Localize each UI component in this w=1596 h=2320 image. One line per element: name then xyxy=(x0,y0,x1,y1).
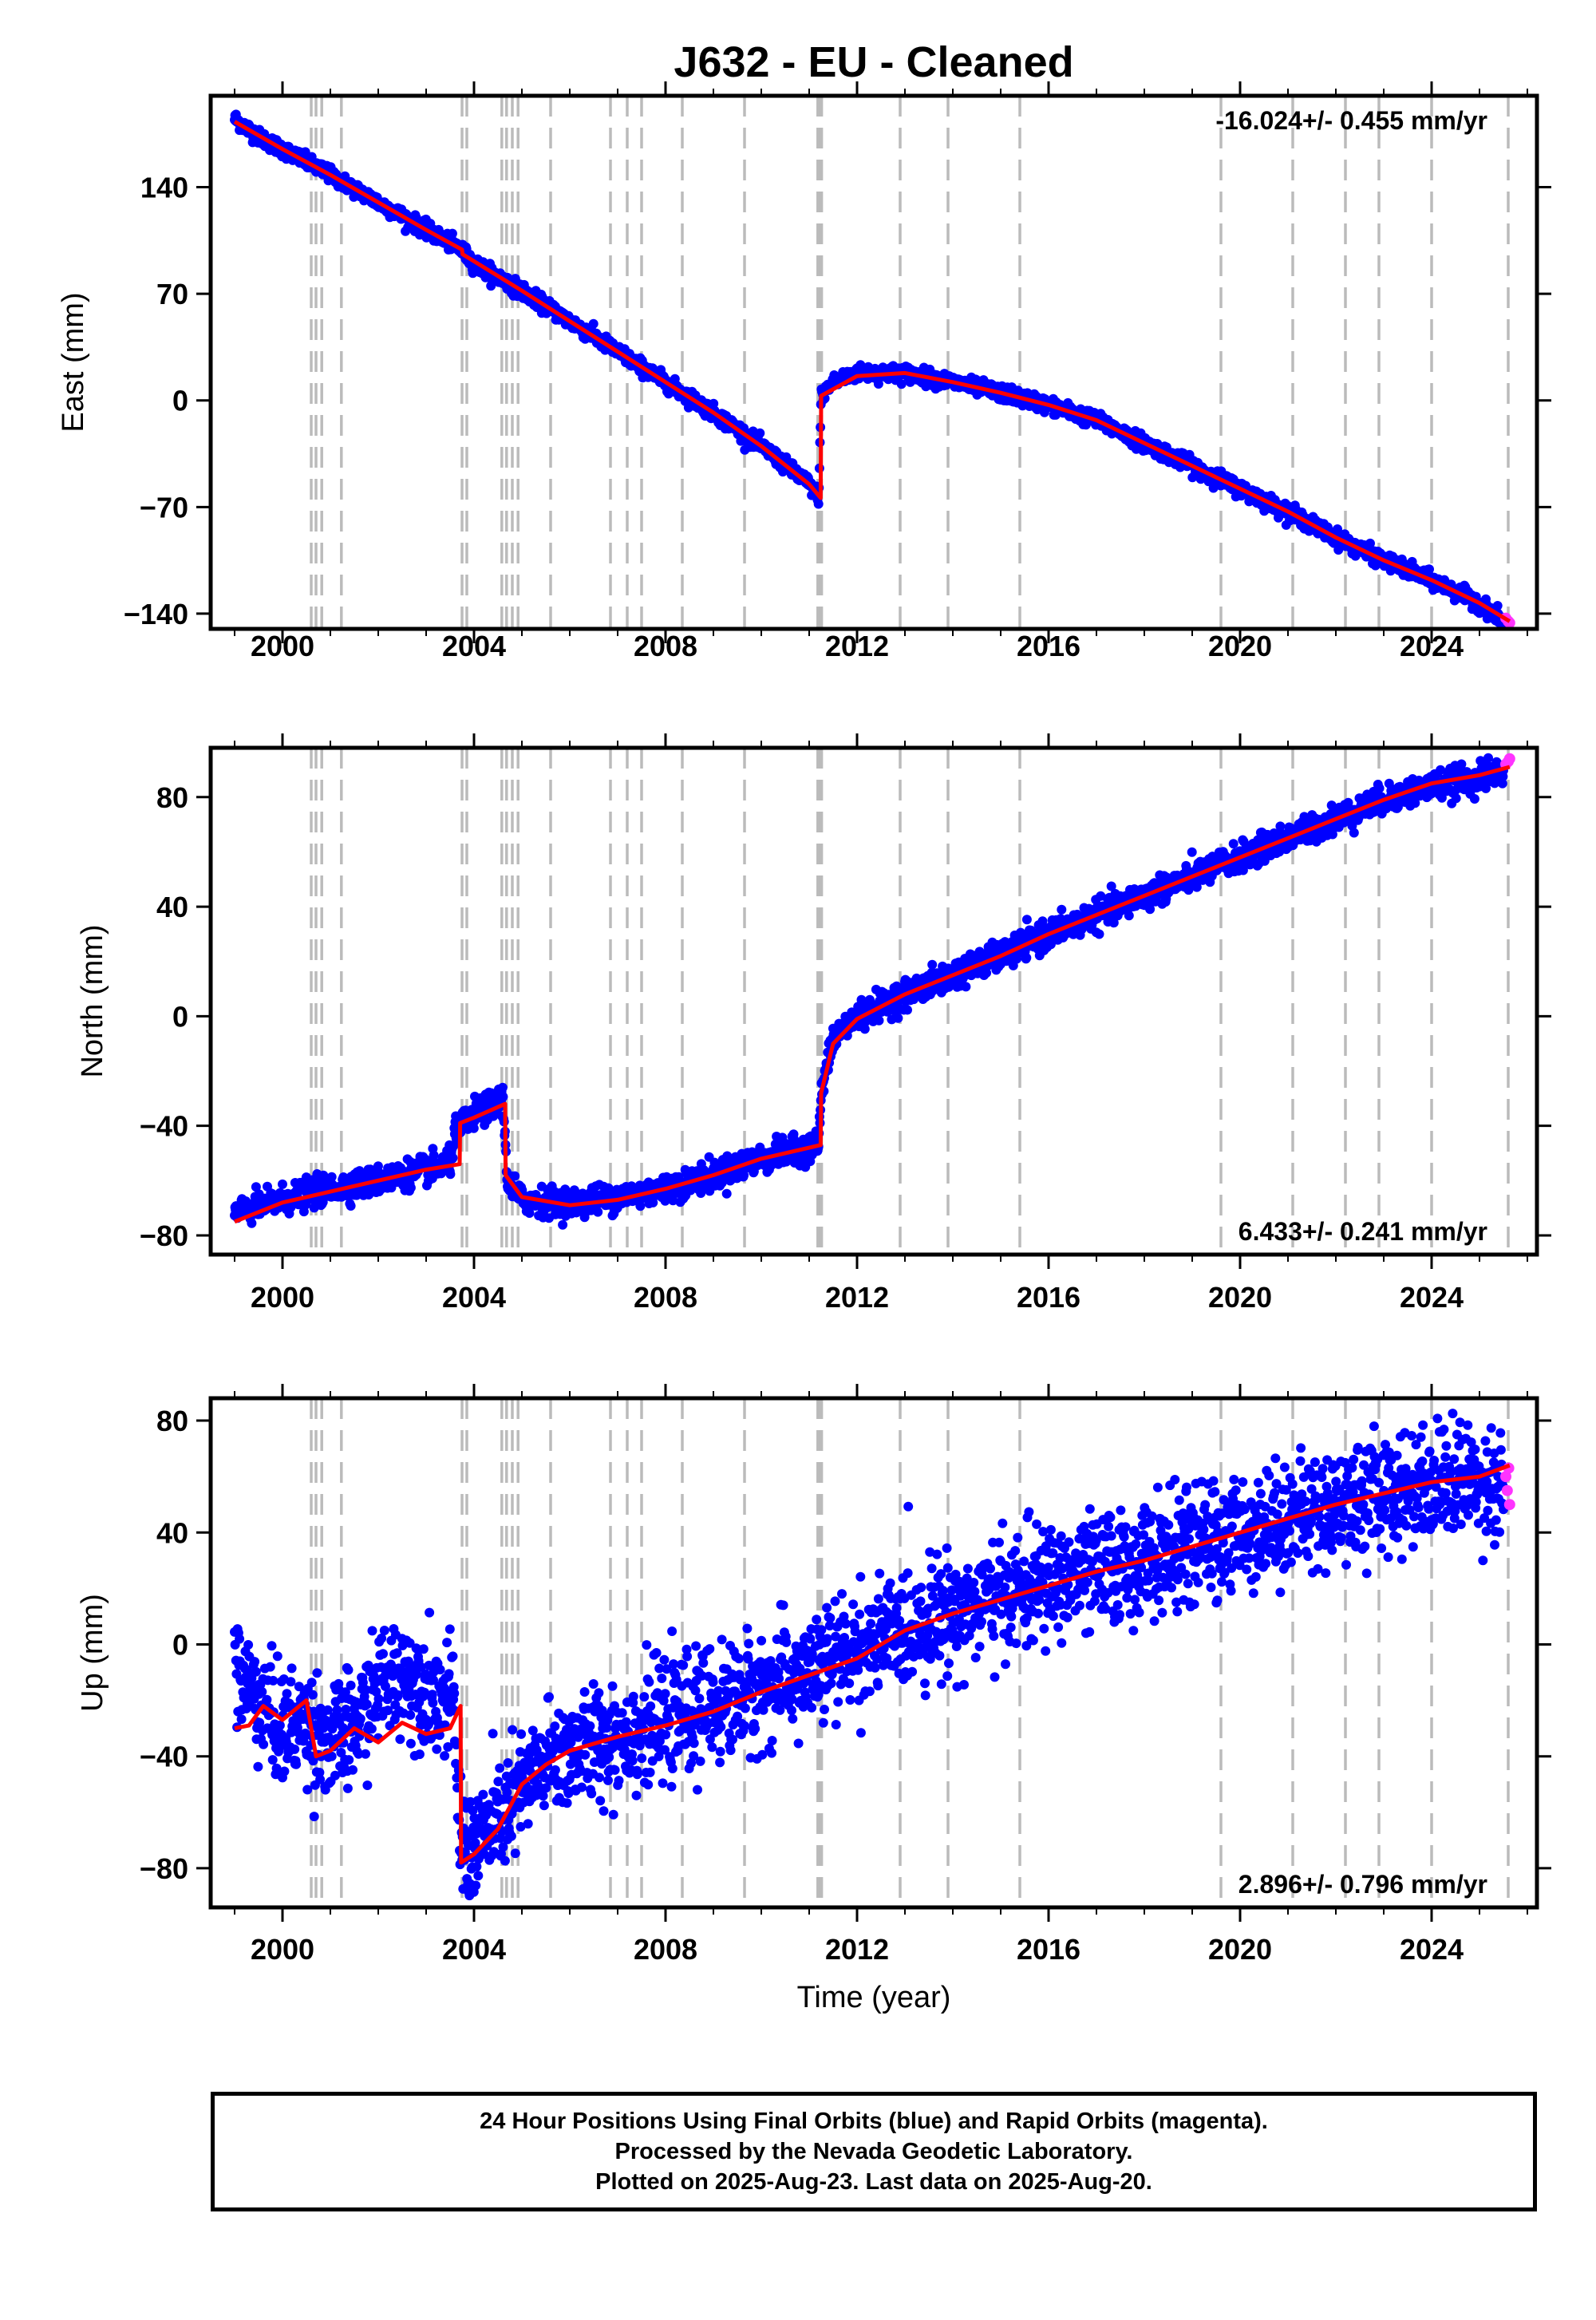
north-data-point xyxy=(247,1219,256,1228)
north-data-point xyxy=(927,960,937,970)
north-data-point xyxy=(635,1201,645,1211)
east-xtick-label: 2008 xyxy=(634,630,697,662)
north-data-point xyxy=(875,1016,884,1026)
east-ytick-label: −70 xyxy=(140,491,188,524)
north-data-point xyxy=(448,1153,458,1163)
north-data-point xyxy=(1187,848,1197,857)
east-xtick-label: 2024 xyxy=(1400,630,1464,662)
north-data-point xyxy=(1229,839,1238,848)
east-xtick-label: 2020 xyxy=(1208,630,1272,662)
north-data-point xyxy=(1021,953,1031,962)
north-data-point xyxy=(498,1083,508,1093)
north-data-point xyxy=(406,1183,416,1192)
east-data-point xyxy=(448,229,457,239)
north-data-point xyxy=(346,1201,356,1211)
east-rate-label: -16.024+/- 0.455 mm/yr xyxy=(1215,106,1487,135)
east-final-orbit-points xyxy=(230,109,1508,630)
north-data-point xyxy=(1057,905,1066,915)
north-data-point xyxy=(510,1172,519,1181)
north-data-point xyxy=(893,1014,903,1023)
east-ytick-label: 70 xyxy=(156,278,188,310)
north-data-point xyxy=(722,1189,732,1199)
east-xtick-label: 2016 xyxy=(1017,630,1080,662)
north-data-point xyxy=(593,1207,602,1217)
north-data-point xyxy=(1022,915,1032,924)
east-ytick-label: 0 xyxy=(172,385,188,417)
east-data-point xyxy=(589,319,598,329)
chart-title: J632 - EU - Cleaned xyxy=(674,38,1073,86)
panel-east: 2000 2004 2008 2012 2016 2020 2024 140 70 0 −70 −14… xyxy=(57,38,1551,662)
north-data-point xyxy=(903,1006,912,1015)
north-data-point xyxy=(961,982,970,991)
east-ytick-label: 140 xyxy=(140,172,188,204)
east-y-axis-label: East (mm) xyxy=(57,292,90,432)
east-xtick-label: 2000 xyxy=(251,630,314,662)
north-final-orbit-points xyxy=(230,753,1508,1230)
east-data-point xyxy=(755,429,764,438)
east-ytick-label: −140 xyxy=(124,598,188,630)
north-data-point xyxy=(1095,930,1104,939)
north-data-point xyxy=(278,1180,287,1189)
north-data-point xyxy=(499,1092,508,1101)
east-data-point xyxy=(814,500,824,509)
east-xtick-label: 2004 xyxy=(442,630,506,662)
north-data-point xyxy=(445,1169,455,1179)
north-data-point xyxy=(860,1024,870,1034)
north-data-point xyxy=(558,1220,567,1230)
east-xtick-label: 2012 xyxy=(825,630,889,662)
